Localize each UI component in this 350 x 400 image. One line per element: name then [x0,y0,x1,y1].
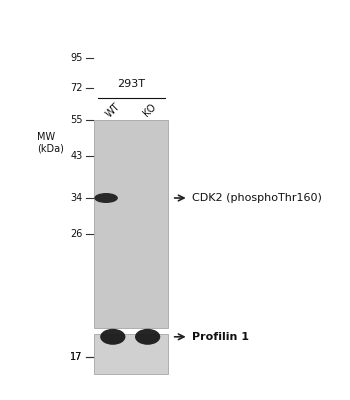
Text: 34: 34 [70,193,83,203]
Text: KO: KO [141,102,158,118]
Text: 293T: 293T [117,79,145,89]
Text: 72: 72 [70,83,83,93]
Bar [94,334,168,374]
Ellipse shape [94,193,118,203]
Text: 17: 17 [70,352,83,362]
Text: MW
(kDa): MW (kDa) [37,132,64,154]
Text: 95: 95 [70,53,83,63]
Text: 55: 55 [70,115,83,125]
Text: WT: WT [104,101,122,119]
Ellipse shape [135,329,160,345]
Text: 26: 26 [70,229,83,239]
Text: 17: 17 [70,352,83,362]
Text: 43: 43 [70,151,83,161]
Text: Profilin 1: Profilin 1 [192,332,249,342]
Text: CDK2 (phosphoThr160): CDK2 (phosphoThr160) [192,193,322,203]
Ellipse shape [100,329,125,345]
Bar [94,120,168,328]
